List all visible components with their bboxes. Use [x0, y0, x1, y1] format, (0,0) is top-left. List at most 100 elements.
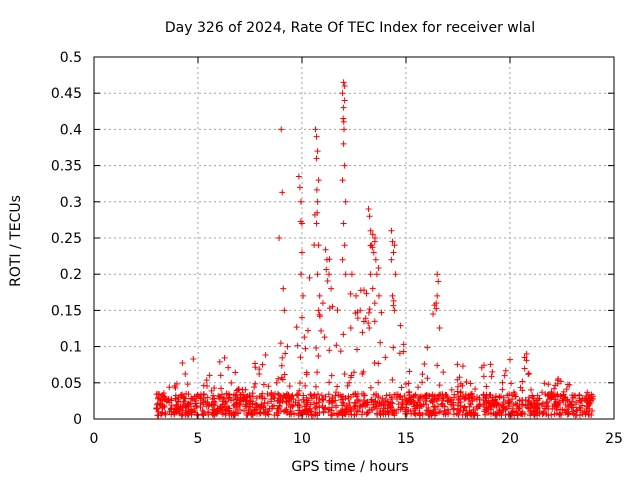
- data-point: [293, 324, 300, 331]
- data-point: [500, 408, 507, 415]
- data-point: [584, 403, 591, 410]
- y-tick-label: 0.5: [60, 50, 82, 66]
- data-point: [218, 385, 225, 392]
- data-point: [340, 331, 347, 338]
- data-point: [297, 354, 304, 361]
- data-point: [216, 393, 223, 400]
- x-tick-label: 0: [90, 431, 99, 447]
- data-point: [326, 379, 333, 386]
- data-point: [274, 398, 281, 405]
- data-point: [276, 402, 283, 409]
- data-point: [576, 395, 583, 402]
- data-point: [198, 395, 205, 402]
- data-point: [155, 412, 162, 419]
- data-point: [184, 381, 191, 388]
- data-point: [436, 382, 443, 389]
- data-point: [334, 383, 341, 390]
- data-point: [366, 306, 373, 313]
- data-point: [382, 396, 389, 403]
- data-point: [353, 411, 360, 418]
- data-point: [499, 401, 506, 408]
- data-point: [454, 383, 461, 390]
- data-point: [391, 242, 398, 249]
- data-point: [341, 97, 348, 104]
- data-point: [456, 395, 463, 402]
- data-point: [380, 401, 387, 408]
- data-point: [216, 358, 223, 365]
- data-point: [415, 395, 422, 402]
- data-point: [246, 393, 253, 400]
- data-point: [296, 387, 303, 394]
- data-point: [564, 381, 571, 388]
- data-point: [166, 408, 173, 415]
- data-point: [383, 392, 390, 399]
- data-point: [472, 385, 479, 392]
- data-point: [525, 370, 532, 377]
- data-point: [545, 406, 552, 413]
- data-point: [181, 398, 188, 405]
- data-point: [283, 406, 290, 413]
- data-point: [329, 398, 336, 405]
- data-point: [264, 400, 271, 407]
- data-point: [581, 408, 588, 415]
- data-point: [357, 307, 364, 314]
- data-point: [249, 390, 256, 397]
- data-point: [333, 389, 340, 396]
- data-point: [326, 399, 333, 406]
- data-point: [534, 392, 541, 399]
- data-point: [490, 410, 497, 417]
- data-point: [328, 285, 335, 292]
- data-point: [331, 410, 338, 417]
- data-point: [258, 404, 265, 411]
- data-point: [322, 246, 329, 253]
- data-point: [489, 368, 496, 375]
- y-tick-label: 0.15: [51, 303, 82, 319]
- data-point: [398, 384, 405, 391]
- data-point: [400, 341, 407, 348]
- data-point: [341, 162, 348, 169]
- data-point: [353, 292, 360, 299]
- data-point: [352, 400, 359, 407]
- data-point: [307, 408, 314, 415]
- data-point: [585, 391, 592, 398]
- data-point: [511, 391, 518, 398]
- data-point: [410, 401, 417, 408]
- data-point: [344, 382, 351, 389]
- data-point: [375, 379, 382, 386]
- data-point: [347, 290, 354, 297]
- data-point: [323, 266, 330, 273]
- data-point: [177, 392, 184, 399]
- data-point: [346, 379, 353, 386]
- data-point: [440, 369, 447, 376]
- data-point: [345, 411, 352, 418]
- data-point: [268, 396, 275, 403]
- data-point: [297, 379, 303, 386]
- data-point: [209, 406, 216, 413]
- data-point: [487, 361, 494, 368]
- data-point: [448, 386, 455, 393]
- data-point: [172, 395, 179, 402]
- y-tick-label: 0.3: [60, 195, 82, 211]
- data-point: [314, 391, 321, 398]
- data-point: [362, 315, 369, 322]
- data-point: [173, 401, 180, 408]
- data-point: [541, 380, 548, 387]
- data-point: [530, 395, 537, 402]
- data-point: [507, 356, 513, 363]
- data-point: [297, 198, 304, 205]
- data-point: [574, 406, 581, 413]
- data-point: [294, 402, 301, 409]
- data-point: [396, 350, 403, 357]
- data-point: [339, 256, 346, 263]
- data-point: [454, 361, 461, 368]
- data-point: [463, 378, 470, 385]
- y-tick-label: 0: [73, 412, 82, 428]
- data-point: [496, 394, 503, 401]
- data-point: [365, 319, 372, 326]
- data-point: [436, 324, 443, 331]
- data-point: [488, 373, 495, 380]
- data-point: [371, 238, 378, 245]
- data-point: [275, 390, 282, 397]
- data-point: [323, 256, 330, 263]
- x-tick-label: 15: [397, 431, 415, 447]
